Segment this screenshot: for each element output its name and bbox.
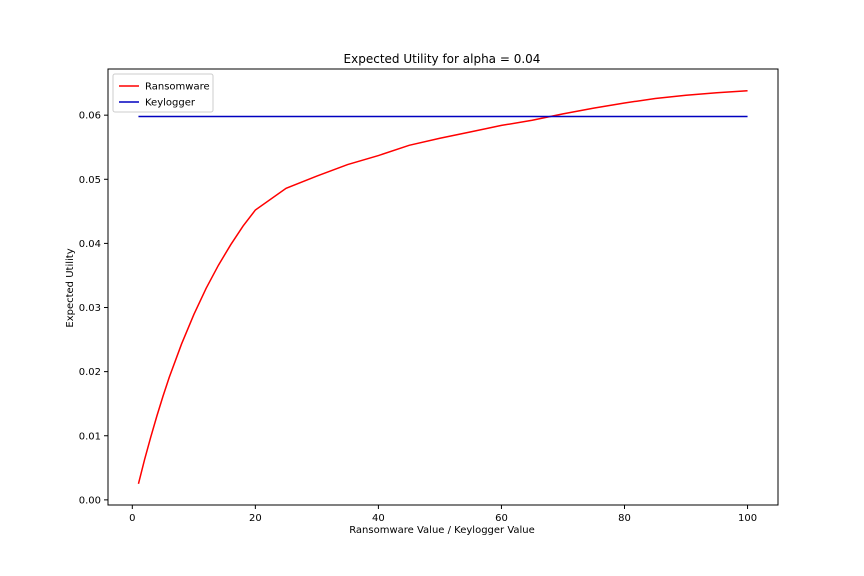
axes-frame <box>107 68 779 506</box>
y-tick-label-6: 0.06 <box>79 111 101 122</box>
x-tick-label-20: 20 <box>249 513 262 524</box>
x-tick-label-40: 40 <box>372 513 385 524</box>
y-tick-label-5: 0.05 <box>79 175 101 186</box>
y-tick-label-2: 0.02 <box>79 367 101 378</box>
y-tick-label-0: 0.00 <box>79 495 101 506</box>
y-tick-label-3: 0.03 <box>79 303 101 314</box>
y-axis-label: Expected Utility <box>65 248 76 327</box>
x-tick-label-0: 0 <box>129 513 135 524</box>
x-axis-label: Ransomware Value / Keylogger Value <box>349 525 535 536</box>
chart-title: Expected Utility for alpha = 0.04 <box>344 52 541 66</box>
plot-area: 0 20 40 60 80 100 0.00 0.01 0.02 0.03 0.04 0.05 0.06… <box>79 68 779 524</box>
series-line-ransomware <box>137 90 748 485</box>
legend-label-ransomware: Ransomware <box>145 82 210 93</box>
y-tick-label-1: 0.01 <box>79 431 101 442</box>
y-tick-label-4: 0.04 <box>79 239 101 250</box>
legend-label-keylogger: Keylogger <box>145 98 196 109</box>
x-tick-label-60: 60 <box>495 513 508 524</box>
x-tick-label-80: 80 <box>618 513 631 524</box>
x-tick-label-100: 100 <box>738 513 757 524</box>
